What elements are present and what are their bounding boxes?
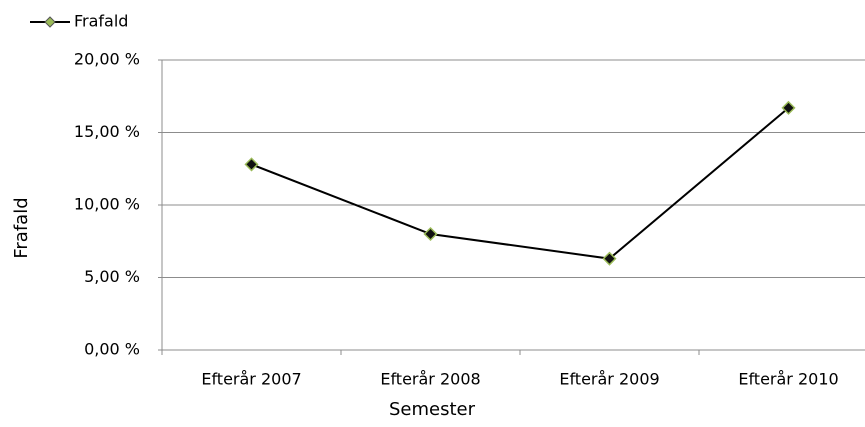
y-tick-label: 10,00 % <box>74 195 140 214</box>
y-tick-label: 5,00 % <box>84 267 140 286</box>
data-point <box>781 100 796 115</box>
x-tick-label: Efterår 2009 <box>559 370 659 389</box>
x-tick-label: Efterår 2008 <box>380 370 480 389</box>
y-tick-label: 15,00 % <box>74 122 140 141</box>
y-axis-title: Frafald <box>11 197 32 258</box>
x-axis-title: Semester <box>389 399 476 420</box>
x-tick-label: Efterår 2007 <box>201 370 301 389</box>
data-point <box>423 226 438 242</box>
y-tick-label: 0,00 % <box>84 340 140 359</box>
legend-label: Frafald <box>74 12 128 31</box>
series-line <box>251 107 790 260</box>
data-point <box>244 157 259 172</box>
legend-marker <box>44 16 56 28</box>
y-tick-label: 20,00 % <box>74 50 140 69</box>
data-point <box>602 251 617 266</box>
x-tick-label: Efterår 2010 <box>738 370 838 389</box>
